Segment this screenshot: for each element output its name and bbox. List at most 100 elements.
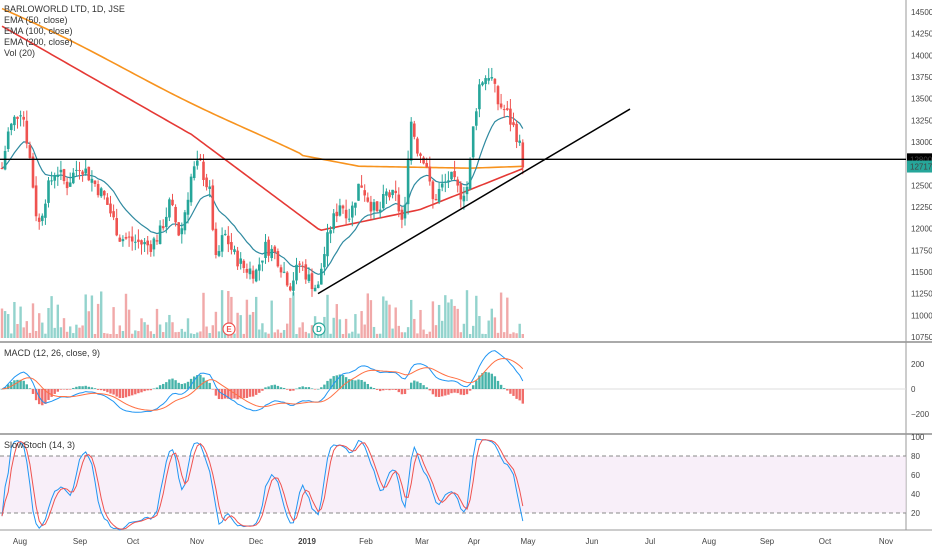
candle-body	[273, 246, 277, 253]
macd-histogram-bar	[499, 384, 503, 389]
macd-histogram-bar	[109, 389, 112, 394]
candle-body	[521, 142, 525, 168]
macd-histogram-bar	[493, 376, 497, 389]
price-tick-label: 13750	[911, 73, 932, 82]
candle-body	[496, 86, 500, 105]
volume-bar	[490, 308, 493, 338]
macd-tick-label: −200	[911, 410, 930, 419]
event-marker-label: E	[226, 325, 232, 334]
volume-bar	[220, 290, 224, 338]
candle-body	[279, 267, 283, 273]
candle-body	[304, 264, 308, 280]
macd-histogram-bar	[431, 389, 435, 395]
volume-bar	[16, 323, 19, 338]
volume-bar	[177, 331, 180, 338]
candle-body	[192, 166, 196, 179]
candle-body	[84, 168, 87, 174]
candle-body	[391, 189, 394, 196]
macd-histogram-bar	[391, 389, 394, 390]
volume-bar	[431, 301, 435, 338]
time-tick-label: Aug	[702, 537, 716, 546]
volume-bar	[286, 323, 289, 338]
candle-body	[152, 238, 156, 250]
time-tick-label: Aug	[13, 537, 27, 546]
macd-histogram-bar	[134, 389, 137, 395]
macd-histogram-bar	[189, 378, 193, 389]
macd-histogram-bar	[279, 387, 283, 389]
volume-bar	[304, 331, 307, 338]
volume-bar	[165, 322, 168, 338]
price-tick-label: 11750	[911, 246, 932, 255]
candle-body	[509, 108, 512, 125]
candle-body	[155, 240, 159, 242]
volume-bar	[78, 327, 81, 338]
volume-bar	[121, 330, 125, 338]
macd-histogram-bar	[413, 380, 416, 389]
volume-bar	[400, 332, 404, 338]
macd-histogram-bar	[456, 389, 459, 394]
candle-body	[41, 215, 44, 222]
candle-body	[34, 185, 38, 217]
candle-body	[158, 225, 162, 245]
candle-body	[354, 202, 357, 208]
macd-histogram-bar	[295, 388, 298, 390]
candle-body	[196, 160, 199, 166]
candle-body	[437, 188, 441, 203]
candle-body	[385, 191, 388, 196]
volume-bar	[87, 311, 90, 338]
volume-bar	[239, 315, 242, 338]
macd-histogram-bar	[286, 389, 289, 390]
macd-legend: MACD (12, 26, close, 9)	[4, 348, 100, 359]
candle-body	[478, 84, 481, 110]
stoch-k-line	[1, 438, 524, 531]
legend-ema100: EMA (100, close)	[4, 26, 73, 36]
volume-bar	[59, 327, 63, 338]
stoch-tick-label: 20	[911, 509, 920, 518]
candle-body	[369, 201, 373, 212]
price-label-text: 12717	[910, 163, 932, 172]
candle-body	[171, 199, 174, 206]
candle-body	[22, 116, 25, 120]
volume-bar	[276, 329, 280, 338]
candle-body	[103, 190, 106, 196]
macd-histogram-bar	[47, 389, 50, 400]
macd-histogram-bar	[230, 389, 233, 399]
volume-bar	[50, 296, 53, 338]
candle-body	[10, 123, 13, 131]
macd-title: MACD (12, 26, close, 9)	[4, 348, 101, 358]
macd-histogram-bar	[50, 389, 53, 397]
volume-bar	[518, 323, 521, 338]
volume-bar	[292, 292, 295, 338]
volume-bar	[227, 291, 230, 338]
macd-histogram-bar	[59, 389, 63, 390]
candle-body	[0, 168, 4, 169]
volume-bar	[199, 331, 202, 338]
macd-histogram-bar	[103, 389, 106, 391]
price-tick-label: 11250	[911, 290, 932, 299]
volume-bar	[307, 333, 311, 338]
macd-histogram-bar	[267, 386, 270, 389]
volume-bar	[143, 322, 146, 338]
volume-bar	[499, 292, 503, 338]
stoch-legend: SlowStoch (14, 3)	[4, 440, 75, 451]
macd-histogram-bar	[441, 389, 444, 397]
macd-histogram-bar	[323, 384, 326, 389]
price-tick-label: 14250	[911, 30, 932, 39]
candle-body	[481, 82, 484, 86]
time-tick-label: Jun	[586, 537, 599, 546]
macd-histogram-bar	[490, 373, 493, 389]
volume-bar	[93, 333, 97, 338]
time-tick-label: Nov	[190, 537, 204, 546]
volume-bar	[242, 333, 245, 338]
macd-histogram-bar	[53, 389, 56, 394]
volume-bar	[372, 326, 376, 338]
volume-bar	[394, 307, 397, 338]
macd-histogram-bar	[140, 389, 143, 393]
volume-bar	[450, 299, 453, 338]
macd-histogram-bar	[149, 389, 152, 391]
macd-histogram-bar	[211, 389, 214, 390]
candle-body	[276, 251, 280, 267]
macd-histogram-bar	[224, 389, 227, 399]
